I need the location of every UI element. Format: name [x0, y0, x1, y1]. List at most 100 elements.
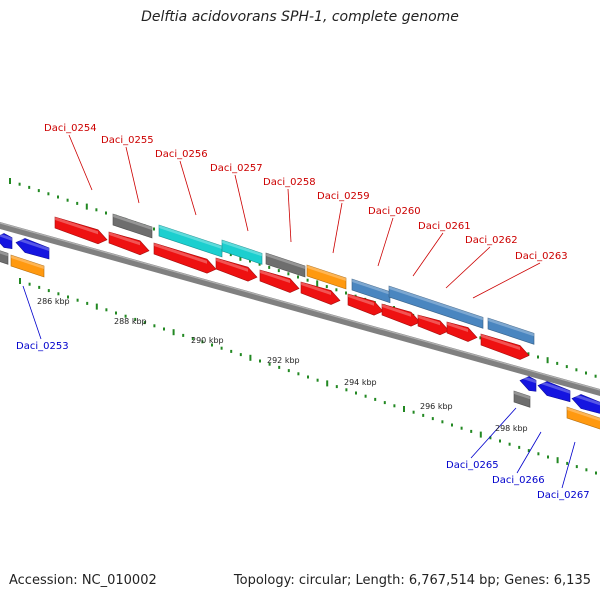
minor-tick [595, 471, 597, 475]
minor-tick [355, 391, 357, 395]
gene-highlight [348, 294, 374, 306]
leader-line [125, 146, 140, 204]
minor-tick [508, 442, 511, 446]
gene-highlight [382, 304, 411, 317]
gene-highlight [159, 225, 222, 249]
gray-gene-arrow [0, 250, 9, 265]
minor-tick [220, 346, 223, 350]
gene-body [417, 314, 450, 336]
gene-highlight [307, 265, 346, 281]
minor-tick [239, 353, 242, 357]
minor-tick [57, 195, 59, 199]
minor-tick [124, 314, 127, 318]
gene-body [54, 216, 108, 245]
minor-tick [431, 417, 434, 421]
minor-tick [460, 426, 463, 430]
minor-tick [18, 182, 21, 186]
minor-tick [335, 385, 338, 389]
blue-gene-arrow [537, 380, 571, 403]
gene-label-bottom: Daci_0266 [492, 475, 545, 486]
gene-label-top: Daci_0258 [263, 177, 316, 188]
minor-tick [441, 420, 444, 424]
gene-highlight [0, 250, 8, 257]
major-tick [249, 354, 252, 361]
axis-tick-label: 292 kbp [267, 356, 300, 365]
gene-highlight [352, 279, 390, 295]
gene-body [259, 269, 300, 293]
backbone-highlight [0, 222, 600, 391]
leader-line [234, 174, 249, 232]
gene-labels: Daci_0254Daci_0255Daci_0256Daci_0257Daci… [16, 123, 590, 501]
minor-tick [547, 455, 549, 459]
leader-line [68, 134, 93, 191]
gray-gene-arrow [513, 390, 531, 408]
minor-tick [383, 401, 386, 405]
minor-tick [37, 189, 40, 193]
gene-body [265, 252, 306, 278]
gene-body [571, 394, 600, 414]
gene-highlight [538, 380, 570, 394]
red-gene-arrow [54, 216, 108, 245]
major-tick [326, 380, 329, 387]
gene-highlight [55, 217, 98, 235]
orange-gene-arrow [10, 254, 45, 278]
minor-tick [499, 439, 501, 443]
minor-tick [76, 298, 79, 302]
leader-line [179, 160, 197, 216]
red-gene-arrow [153, 242, 217, 274]
major-tick [316, 280, 319, 287]
major-tick [172, 329, 175, 336]
gene-body [15, 238, 50, 260]
gene-label-top: Daci_0259 [317, 191, 370, 202]
gene-body [108, 231, 150, 256]
gene-label-top: Daci_0257 [210, 163, 263, 174]
leader-line [470, 407, 517, 459]
blue-gene-arrow [0, 233, 13, 250]
gene-highlight [222, 240, 262, 257]
gene-label-top: Daci_0260 [368, 206, 421, 217]
major-tick [9, 178, 11, 184]
gene-highlight [154, 243, 207, 264]
minor-tick [451, 423, 453, 427]
major-tick [85, 203, 88, 210]
minor-tick [345, 291, 347, 295]
gene-highlight [260, 270, 290, 283]
minor-tick [163, 327, 165, 331]
gene-body [566, 406, 600, 430]
minor-tick [105, 308, 108, 312]
minor-tick [518, 445, 521, 449]
minor-tick [229, 253, 232, 257]
minor-tick [153, 324, 156, 328]
minor-tick [527, 449, 530, 453]
minor-tick [527, 352, 530, 356]
minor-tick [307, 375, 309, 379]
minor-tick [182, 333, 185, 337]
red-gene-arrow [446, 321, 478, 342]
gene-body [112, 213, 153, 239]
gene-highlight [266, 253, 305, 269]
gene-label-top: Daci_0262 [465, 235, 518, 246]
leader-line [516, 431, 542, 474]
gene-highlight [572, 393, 600, 406]
gene-label-top: Daci_0255 [101, 135, 154, 146]
major-tick [479, 431, 482, 438]
minor-tick [297, 372, 300, 376]
red-gene-arrow [417, 314, 450, 336]
cyan-gene-arrow [158, 224, 223, 258]
red-gene-arrow [347, 293, 384, 316]
leader-line [22, 285, 42, 340]
minor-tick [28, 282, 31, 286]
gene-highlight [113, 214, 152, 230]
gene-body [347, 293, 384, 316]
minor-tick [143, 321, 146, 325]
gene-body [0, 233, 13, 250]
axis-tick-label: 296 kbp [420, 402, 453, 411]
gray-gene-arrow [265, 252, 306, 278]
gene-body [537, 381, 571, 403]
blue-gene-arrow [15, 237, 50, 260]
major-tick [239, 254, 242, 261]
minor-tick [277, 269, 280, 273]
steel-gene-arrow [388, 285, 484, 329]
minor-tick [335, 288, 338, 292]
gene-body [446, 321, 478, 342]
